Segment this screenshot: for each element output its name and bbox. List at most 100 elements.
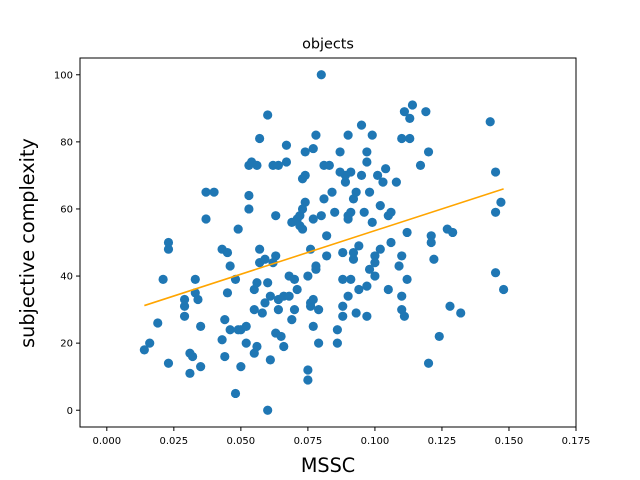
scatter-point [308, 214, 318, 224]
scatter-point [289, 274, 300, 284]
scatter-point [362, 281, 372, 291]
scatter-point [252, 341, 262, 352]
scatter-point [217, 335, 227, 345]
scatter-point [343, 291, 353, 301]
scatter-point [351, 187, 361, 197]
scatter-point [423, 358, 434, 368]
scatter-point [364, 187, 375, 197]
scatter-point [362, 311, 372, 321]
scatter-point [260, 254, 270, 264]
scatter-point [289, 304, 300, 315]
scatter-point [322, 251, 332, 261]
plot-area [139, 70, 509, 415]
scatter-point [196, 362, 206, 372]
scatter-point [375, 244, 385, 254]
scatter-point [407, 100, 418, 110]
scatter-point [303, 365, 313, 375]
scatter-point [351, 308, 361, 318]
scatter-point [292, 284, 302, 295]
scatter-point [179, 301, 190, 311]
scatter-point [381, 164, 391, 174]
scatter-point [209, 187, 219, 197]
scatter-point [485, 117, 495, 127]
scatter-point [252, 160, 262, 170]
y-axis-label: subjective complexity [16, 138, 39, 348]
scatter-point [308, 143, 318, 154]
x-axis-label: MSSC [301, 454, 355, 477]
scatter-point [225, 325, 235, 335]
scatter-point [338, 311, 348, 321]
scatter-point [364, 264, 375, 274]
scatter-point [348, 247, 359, 258]
scatter-point [201, 187, 211, 197]
scatter-point [279, 341, 289, 352]
scatter-point [263, 278, 273, 288]
scatter-point [383, 284, 393, 295]
x-tick-label: 0.100 [361, 436, 390, 447]
scatter-point [220, 315, 230, 325]
scatter-point [139, 345, 149, 355]
scatter-point [263, 110, 273, 120]
scatter-point [354, 241, 364, 251]
scatter-point [163, 237, 174, 248]
y-tick-label: 40 [60, 272, 73, 283]
scatter-point [233, 224, 243, 234]
x-tick-label: 0.050 [227, 436, 256, 447]
x-tick-label: 0.000 [92, 436, 121, 447]
scatter-point [249, 304, 259, 315]
scatter-point [490, 167, 501, 177]
scatter-point [303, 271, 313, 281]
scatter-point [163, 358, 174, 368]
scatter-point [397, 133, 407, 144]
scatter-point [281, 140, 292, 150]
scatter-point [273, 160, 283, 170]
scatter-point [346, 274, 356, 284]
scatter-point [490, 268, 501, 278]
scatter-point [145, 338, 155, 348]
scatter-point [225, 261, 235, 271]
scatter-point [255, 133, 265, 144]
scatter-point [241, 321, 251, 331]
scatter-point [179, 311, 190, 321]
scatter-point [300, 147, 310, 157]
scatter-point [386, 207, 396, 217]
scatter-point [426, 237, 436, 248]
scatter-point [163, 244, 174, 254]
scatter-point [300, 197, 310, 207]
scatter-point [257, 308, 267, 318]
x-tick-label: 0.075 [294, 436, 323, 447]
scatter-point [340, 177, 351, 187]
scatter-point [255, 244, 265, 254]
scatter-point [335, 147, 345, 157]
y-tick-label: 100 [54, 70, 73, 81]
scatter-point [394, 261, 404, 271]
scatter-point [276, 331, 286, 342]
x-tick-label: 0.125 [428, 436, 457, 447]
y-tick-label: 0 [67, 406, 73, 417]
scatter-point [391, 177, 401, 187]
scatter-point [314, 304, 324, 315]
scatter-point [445, 301, 455, 311]
scatter-point [375, 201, 385, 211]
scatter-point [327, 187, 337, 197]
scatter-point [370, 271, 380, 281]
scatter-point [456, 308, 466, 318]
scatter-point [338, 274, 348, 284]
scatter-point [311, 130, 321, 140]
scatter-point [300, 170, 310, 181]
scatter-point [332, 325, 342, 335]
scatter-point [362, 147, 372, 157]
scatter-point [222, 288, 233, 298]
scatter-point [397, 251, 407, 261]
scatter-point [359, 207, 369, 217]
scatter-point [284, 291, 294, 301]
scatter-point [496, 197, 506, 207]
scatter-point [252, 278, 262, 288]
scatter-point [402, 274, 412, 284]
scatter-point [448, 227, 458, 238]
scatter-point [316, 211, 326, 221]
scatter-point [265, 355, 275, 365]
scatter-point [220, 351, 230, 362]
scatter-point [399, 107, 410, 117]
